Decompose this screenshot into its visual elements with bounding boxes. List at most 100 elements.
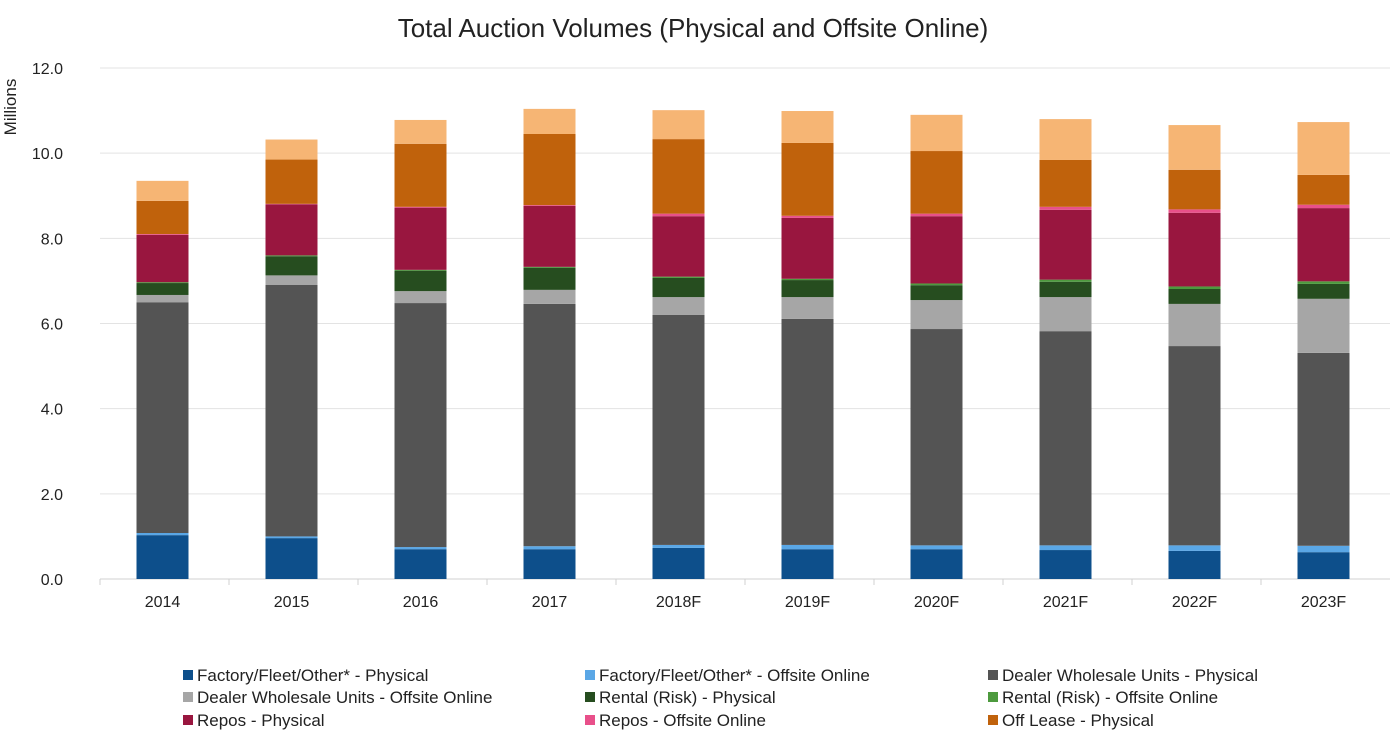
x-tick-label: 2023F bbox=[1301, 594, 1347, 611]
legend-item: Factory/Fleet/Other* - Physical bbox=[183, 666, 428, 685]
legend-label: Repos - Offsite Online bbox=[599, 711, 766, 730]
y-axis-label: Millions bbox=[1, 79, 20, 136]
legend-label: Dealer Wholesale Units - Physical bbox=[1002, 666, 1258, 685]
bar-segment-4-2023F bbox=[1298, 284, 1350, 299]
bar-segment-0-2017 bbox=[524, 549, 576, 579]
bar-segment-5-2014 bbox=[137, 282, 189, 283]
bar-segment-4-2022F bbox=[1169, 289, 1221, 304]
legend-swatch bbox=[183, 670, 193, 680]
y-tick-label: 6.0 bbox=[41, 317, 63, 334]
bar-segment-0-2018F bbox=[653, 548, 705, 579]
bar-segment-4-2014 bbox=[137, 283, 189, 295]
x-tick-label: 2018F bbox=[656, 594, 702, 611]
y-tick-label: 4.0 bbox=[41, 402, 63, 419]
bar-segment-3-2019F bbox=[782, 297, 834, 319]
x-tick-label: 2020F bbox=[914, 594, 960, 611]
bar-segment-7-2022F bbox=[1169, 209, 1221, 212]
bar-segment-6-2015 bbox=[266, 204, 318, 255]
bar-segment-2-2015 bbox=[266, 285, 318, 537]
bar-segment-5-2022F bbox=[1169, 286, 1221, 289]
bar-segment-9-2017 bbox=[524, 109, 576, 134]
bar-segment-1-2016 bbox=[395, 547, 447, 549]
legend-item: Rental (Risk) - Physical bbox=[585, 688, 776, 707]
legend-swatch bbox=[183, 715, 193, 725]
bar-segment-3-2020F bbox=[911, 300, 963, 329]
bar-segment-5-2018F bbox=[653, 277, 705, 278]
bar-segment-5-2020F bbox=[911, 283, 963, 285]
legend-item: Rental (Risk) - Offsite Online bbox=[988, 688, 1218, 707]
bar-segment-1-2018F bbox=[653, 545, 705, 548]
x-tick-label: 2016 bbox=[403, 594, 439, 611]
bar-segment-7-2020F bbox=[911, 214, 963, 217]
legend-label: Factory/Fleet/Other* - Offsite Online bbox=[599, 666, 870, 685]
legend-swatch bbox=[988, 670, 998, 680]
bar-segment-6-2018F bbox=[653, 216, 705, 276]
bar-segment-1-2021F bbox=[1040, 545, 1092, 550]
bar-segment-2-2021F bbox=[1040, 331, 1092, 545]
bar-segment-5-2015 bbox=[266, 255, 318, 256]
bar-segment-3-2021F bbox=[1040, 297, 1092, 331]
bar-segment-9-2016 bbox=[395, 120, 447, 144]
bar-segment-8-2017 bbox=[524, 134, 576, 205]
bar-segment-9-2022F bbox=[1169, 125, 1221, 170]
bar-segment-0-2023F bbox=[1298, 552, 1350, 579]
bar-segment-4-2019F bbox=[782, 280, 834, 297]
bar-segment-8-2018F bbox=[653, 139, 705, 214]
bar-segment-9-2020F bbox=[911, 115, 963, 151]
bar-segment-6-2016 bbox=[395, 208, 447, 270]
bar-segment-0-2014 bbox=[137, 535, 189, 579]
bar-segment-7-2016 bbox=[395, 207, 447, 208]
legend-label: Dealer Wholesale Units - Offsite Online bbox=[197, 688, 492, 707]
legend-swatch bbox=[585, 692, 595, 702]
bar-segment-1-2022F bbox=[1169, 545, 1221, 551]
bar-segment-7-2019F bbox=[782, 216, 834, 218]
bar-segment-0-2015 bbox=[266, 538, 318, 579]
bar-segment-3-2016 bbox=[395, 291, 447, 303]
bar-segment-9-2023F bbox=[1298, 122, 1350, 175]
bar-segment-1-2017 bbox=[524, 546, 576, 549]
bar-segment-5-2019F bbox=[782, 279, 834, 280]
bar-segment-5-2023F bbox=[1298, 281, 1350, 284]
bar-segment-3-2017 bbox=[524, 290, 576, 304]
bar-segment-3-2018F bbox=[653, 297, 705, 315]
legend-swatch bbox=[585, 715, 595, 725]
legend-label: Factory/Fleet/Other* - Physical bbox=[197, 666, 428, 685]
bar-segment-7-2017 bbox=[524, 205, 576, 206]
bar-segment-6-2020F bbox=[911, 216, 963, 283]
legend-swatch bbox=[585, 670, 595, 680]
bar-segment-1-2019F bbox=[782, 545, 834, 549]
bar-segment-9-2014 bbox=[137, 181, 189, 201]
bar-segment-6-2021F bbox=[1040, 210, 1092, 280]
bar-segment-8-2015 bbox=[266, 160, 318, 204]
bar-segment-6-2022F bbox=[1169, 213, 1221, 287]
bar-segment-0-2019F bbox=[782, 549, 834, 579]
bar-segment-8-2016 bbox=[395, 144, 447, 207]
y-tick-label: 10.0 bbox=[32, 146, 63, 163]
bar-segment-0-2016 bbox=[395, 549, 447, 579]
bar-segment-6-2017 bbox=[524, 206, 576, 267]
bar-segment-0-2022F bbox=[1169, 551, 1221, 579]
bar-segment-4-2021F bbox=[1040, 282, 1092, 297]
bar-segment-5-2021F bbox=[1040, 280, 1092, 282]
bar-segment-4-2020F bbox=[911, 285, 963, 300]
x-tick-label: 2019F bbox=[785, 594, 831, 611]
bar-segment-2-2016 bbox=[395, 303, 447, 547]
bar-segment-2-2020F bbox=[911, 329, 963, 545]
bar-segment-3-2014 bbox=[137, 295, 189, 302]
legend-label: Rental (Risk) - Physical bbox=[599, 688, 776, 707]
bar-segment-9-2019F bbox=[782, 111, 834, 143]
x-tick-label: 2015 bbox=[274, 594, 310, 611]
legend-label: Repos - Physical bbox=[197, 711, 325, 730]
bar-segment-8-2022F bbox=[1169, 170, 1221, 210]
bar-segment-8-2023F bbox=[1298, 175, 1350, 205]
bar-segment-7-2023F bbox=[1298, 205, 1350, 208]
bar-segment-0-2021F bbox=[1040, 550, 1092, 579]
y-tick-label: 8.0 bbox=[41, 231, 63, 248]
bar-segment-8-2021F bbox=[1040, 160, 1092, 207]
legend-item: Factory/Fleet/Other* - Offsite Online bbox=[585, 666, 870, 685]
bar-segment-8-2019F bbox=[782, 143, 834, 216]
chart-title: Total Auction Volumes (Physical and Offs… bbox=[398, 13, 989, 43]
legend-swatch bbox=[183, 692, 193, 702]
x-tick-label: 2022F bbox=[1172, 594, 1218, 611]
legend-label: Off Lease - Physical bbox=[1002, 711, 1154, 730]
